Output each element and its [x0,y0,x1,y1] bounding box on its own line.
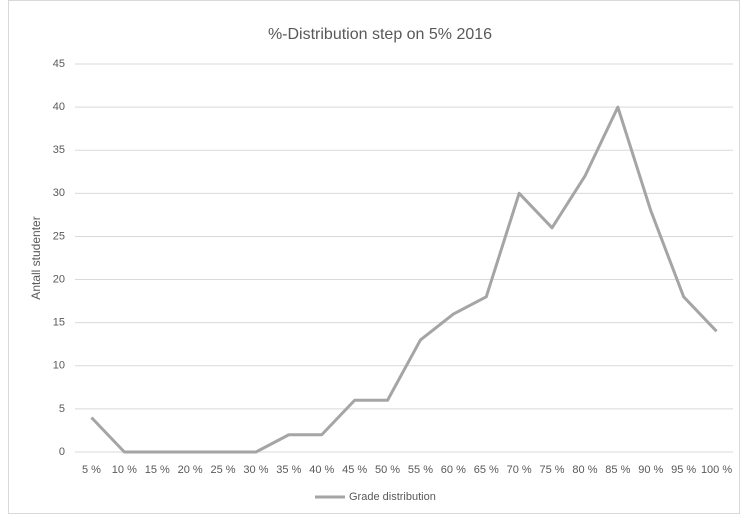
y-tick-label: 5 [59,403,65,415]
x-tick-label: 90 % [638,464,663,476]
x-tick-label: 35 % [276,464,301,476]
y-tick-label: 30 [53,187,65,199]
x-tick-label: 65 % [474,464,499,476]
y-tick-label: 15 [53,317,65,329]
chart-frame [8,0,740,514]
x-tick-label: 45 % [342,464,367,476]
x-tick-label: 10 % [112,464,137,476]
x-tick-label: 20 % [178,464,203,476]
x-tick-label: 85 % [605,464,630,476]
chart-title: %-Distribution step on 5% 2016 [268,26,492,43]
x-tick-label: 70 % [507,464,532,476]
x-tick-label: 40 % [309,464,334,476]
x-tick-label: 5 % [82,464,101,476]
x-tick-label: 15 % [145,464,170,476]
x-tick-label: 60 % [441,464,466,476]
legend-label: Grade distribution [349,491,436,503]
x-tick-label: 55 % [408,464,433,476]
x-tick-label: 30 % [243,464,268,476]
x-tick-label: 25 % [211,464,236,476]
y-tick-label: 0 [59,446,65,458]
y-tick-label: 35 [53,144,65,156]
y-tick-label: 10 [53,360,65,372]
x-tick-label: 100 % [701,464,732,476]
x-tick-label: 95 % [671,464,696,476]
y-tick-label: 20 [53,273,65,285]
data-line [90,105,718,454]
x-tick-label: 75 % [540,464,565,476]
y-axis-label: Antall studenter [29,216,43,299]
y-tick-label: 40 [53,101,65,113]
x-tick-label: 80 % [572,464,597,476]
y-tick-label: 45 [53,58,65,70]
x-tick-label: 50 % [375,464,400,476]
y-tick-label: 25 [53,230,65,242]
